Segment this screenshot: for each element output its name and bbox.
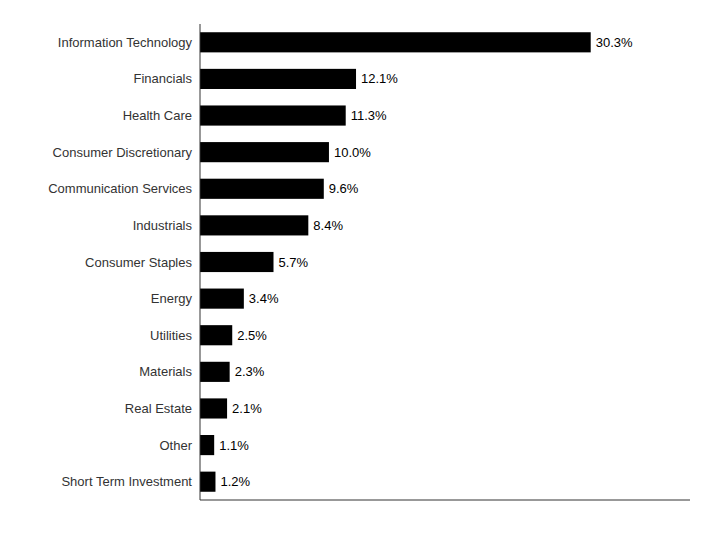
data-label: 10.0% bbox=[334, 145, 371, 160]
bars bbox=[200, 32, 591, 492]
bar bbox=[200, 325, 232, 345]
bar bbox=[200, 398, 227, 418]
y-tick-label: Utilities bbox=[150, 328, 192, 343]
y-tick-label: Consumer Discretionary bbox=[53, 145, 193, 160]
y-tick-label: Industrials bbox=[133, 218, 193, 233]
x-axis-line bbox=[200, 500, 690, 501]
bar bbox=[200, 179, 324, 199]
data-label: 12.1% bbox=[361, 71, 398, 86]
chart-container: 1.2% 1.1% 2.1% 2.3% 2.5% 3.4% 5.7% 8.4% 9.6% 10.0… bbox=[0, 0, 720, 540]
data-label: 9.6% bbox=[329, 181, 359, 196]
bar bbox=[200, 215, 308, 235]
y-tick-label: Health Care bbox=[123, 108, 192, 123]
bar bbox=[200, 105, 346, 125]
bar bbox=[200, 362, 230, 382]
bar bbox=[200, 252, 274, 272]
y-tick-labels: Short Term Investment Other Real Estate Mat… bbox=[48, 35, 192, 489]
data-label: 30.3% bbox=[596, 35, 633, 50]
bar bbox=[200, 472, 215, 492]
data-label: 1.1% bbox=[219, 438, 249, 453]
y-tick-label: Real Estate bbox=[125, 401, 192, 416]
bar bbox=[200, 142, 329, 162]
data-label: 2.3% bbox=[235, 364, 265, 379]
data-label: 11.3% bbox=[351, 108, 387, 123]
chart: 1.2% 1.1% 2.1% 2.3% 2.5% 3.4% 5.7% 8.4% 9.6% 10.0… bbox=[0, 0, 720, 540]
bar bbox=[200, 289, 244, 309]
y-tick-label: Materials bbox=[139, 364, 192, 379]
y-tick-label: Energy bbox=[151, 291, 193, 306]
y-tick-label: Other bbox=[159, 438, 192, 453]
bar bbox=[200, 32, 591, 52]
y-tick-label: Information Technology bbox=[58, 35, 193, 50]
data-label: 8.4% bbox=[313, 218, 343, 233]
page: {"chart_data": {"type": "bar", "orientat… bbox=[0, 0, 720, 540]
data-label: 3.4% bbox=[249, 291, 279, 306]
y-tick-label: Communication Services bbox=[48, 181, 192, 196]
data-labels: 1.2% 1.1% 2.1% 2.3% 2.5% 3.4% 5.7% 8.4% 9.6% 10.0… bbox=[219, 35, 633, 489]
y-tick-label: Consumer Staples bbox=[85, 255, 192, 270]
y-tick-label: Financials bbox=[133, 71, 192, 86]
y-axis-line bbox=[200, 24, 201, 500]
data-label: 2.5% bbox=[237, 328, 267, 343]
data-label: 1.2% bbox=[220, 474, 250, 489]
bar bbox=[200, 69, 356, 89]
y-tick-label: Short Term Investment bbox=[61, 474, 192, 489]
bar bbox=[200, 435, 214, 455]
data-label: 2.1% bbox=[232, 401, 262, 416]
data-label: 5.7% bbox=[279, 255, 309, 270]
